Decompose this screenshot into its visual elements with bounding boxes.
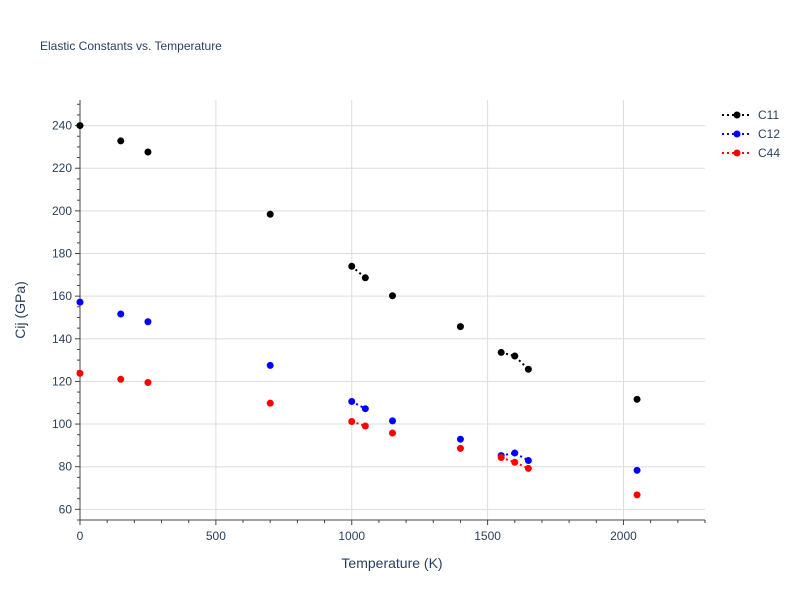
data-point-c44[interactable] xyxy=(144,378,152,386)
data-point-c12[interactable] xyxy=(524,457,532,465)
data-point-c12[interactable] xyxy=(348,397,356,405)
data-point-c11[interactable] xyxy=(117,137,125,145)
y-tick-label: 60 xyxy=(59,502,73,516)
data-point-c44[interactable] xyxy=(389,429,396,437)
y-tick-label: 220 xyxy=(52,161,72,175)
data-point-c12[interactable] xyxy=(76,298,84,306)
data-point-c12[interactable] xyxy=(266,361,274,369)
legend-label: C44 xyxy=(758,146,780,160)
data-point-c44[interactable] xyxy=(117,375,125,383)
data-point-c11[interactable] xyxy=(389,292,396,300)
data-point-c44[interactable] xyxy=(511,458,519,466)
data-point-c44[interactable] xyxy=(348,418,356,426)
data-point-c44[interactable] xyxy=(456,444,464,452)
data-point-c44[interactable] xyxy=(524,464,532,472)
data-point-c12[interactable] xyxy=(456,435,464,443)
data-point-c11[interactable] xyxy=(633,395,641,403)
series-c44 xyxy=(76,369,641,499)
data-point-c11[interactable] xyxy=(76,122,84,130)
y-axis-title: Cij (GPa) xyxy=(12,281,28,339)
series-layer xyxy=(76,122,641,499)
chart-title: Elastic Constants vs. Temperature xyxy=(40,39,222,53)
y-tick-label: 240 xyxy=(52,119,72,133)
x-tick-label: 2000 xyxy=(610,529,637,543)
legend-marker xyxy=(733,111,741,119)
x-tick-label: 0 xyxy=(77,529,84,543)
data-point-c12[interactable] xyxy=(511,449,519,457)
y-tick-label: 140 xyxy=(52,332,72,346)
x-axis-title: Temperature (K) xyxy=(341,555,442,571)
legend-label: C11 xyxy=(758,108,779,122)
y-tick-label: 120 xyxy=(52,374,72,388)
data-point-c11[interactable] xyxy=(266,210,274,218)
data-point-c12[interactable] xyxy=(117,310,125,318)
data-point-c44[interactable] xyxy=(361,422,369,430)
data-point-c11[interactable] xyxy=(497,348,505,356)
data-point-c12[interactable] xyxy=(144,318,152,326)
x-tick-label: 1000 xyxy=(338,529,365,543)
axes-layer: 0 500 1000 1500 2000 60 80 100 120 140 160 180 200 22… xyxy=(52,100,706,543)
data-point-c11[interactable] xyxy=(456,323,464,331)
y-tick-label: 80 xyxy=(59,460,73,474)
legend-item-c12[interactable]: C12 xyxy=(722,127,780,141)
y-tick-label: 200 xyxy=(52,204,72,218)
data-point-c12[interactable] xyxy=(361,405,369,413)
data-point-c12[interactable] xyxy=(633,466,641,474)
grid-layer xyxy=(80,100,705,520)
legend-item-c11[interactable]: C11 xyxy=(722,108,779,122)
data-point-c11[interactable] xyxy=(144,148,152,156)
data-point-c44[interactable] xyxy=(76,369,84,377)
data-point-c11[interactable] xyxy=(524,365,532,373)
series-c11 xyxy=(76,122,641,403)
data-point-c44[interactable] xyxy=(266,399,274,407)
legend-marker xyxy=(733,130,741,138)
x-tick-label: 500 xyxy=(206,529,226,543)
y-tick-label: 160 xyxy=(52,289,72,303)
data-point-c44[interactable] xyxy=(497,454,505,462)
data-point-c11[interactable] xyxy=(361,274,369,282)
y-tick-label: 180 xyxy=(52,247,72,261)
legend-label: C12 xyxy=(758,127,780,141)
legend-item-c44[interactable]: C44 xyxy=(722,146,780,160)
y-tick-label: 100 xyxy=(52,417,72,431)
series-line-c11 xyxy=(500,351,530,370)
data-point-c44[interactable] xyxy=(633,491,641,499)
legend[interactable]: C11 C12 C44 xyxy=(722,108,780,160)
data-point-c11[interactable] xyxy=(348,262,356,270)
data-point-c11[interactable] xyxy=(511,352,519,360)
x-tick-label: 1500 xyxy=(474,529,501,543)
data-point-c12[interactable] xyxy=(389,417,396,425)
legend-marker xyxy=(733,149,741,157)
